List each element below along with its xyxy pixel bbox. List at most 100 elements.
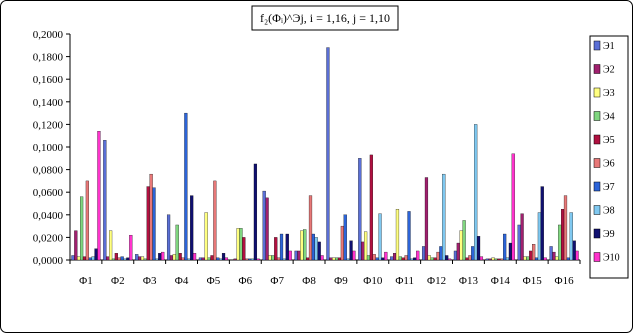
bar	[416, 250, 420, 261]
bar	[166, 214, 171, 261]
bar	[337, 257, 342, 261]
chart-title-box	[251, 5, 399, 31]
bar	[303, 229, 307, 261]
x-tick-label: Φ3	[143, 275, 157, 287]
bar	[149, 173, 153, 261]
legend-swatch	[593, 40, 601, 51]
bar	[436, 251, 440, 261]
bar	[485, 258, 489, 261]
bar	[219, 258, 223, 261]
bar	[572, 240, 576, 261]
x-tick-label: Φ4	[175, 275, 189, 287]
bar	[204, 212, 208, 261]
bar	[532, 244, 536, 261]
x-tick-label: Φ2	[111, 275, 125, 287]
bar	[511, 153, 515, 261]
bar	[253, 163, 258, 261]
bar	[250, 258, 255, 261]
bar	[97, 131, 101, 261]
bar	[282, 258, 286, 261]
bar	[120, 256, 124, 261]
bar	[395, 208, 400, 261]
bar	[210, 255, 214, 261]
x-tick-label: Φ5	[207, 275, 221, 287]
bar	[410, 258, 414, 261]
bar	[520, 213, 524, 261]
bar	[335, 257, 339, 261]
y-tick-label: 0,0400	[33, 210, 64, 222]
bar	[137, 256, 142, 261]
bar	[114, 253, 118, 261]
bar	[158, 253, 162, 261]
bar	[178, 253, 182, 261]
bar	[384, 251, 388, 261]
bar	[424, 177, 429, 261]
bar	[106, 256, 110, 261]
bar	[77, 256, 81, 261]
bar	[563, 195, 568, 261]
chart-title: f₂(Φᵢ)^Эj, i = 1,16, j = 1,10	[260, 11, 390, 25]
x-tick-label: Φ7	[270, 275, 284, 287]
bar	[184, 112, 188, 261]
bar	[172, 254, 176, 261]
bar	[430, 257, 434, 261]
bar	[465, 257, 469, 261]
bar	[471, 246, 475, 261]
legend-swatch	[593, 64, 601, 74]
x-tick-label: Φ8	[302, 275, 316, 287]
y-tick-label: 0,1400	[33, 97, 64, 109]
bar	[187, 258, 191, 261]
bar	[94, 248, 98, 261]
legend-swatch	[593, 205, 601, 215]
bar	[575, 250, 579, 261]
bar	[308, 195, 313, 261]
bar	[288, 250, 292, 261]
bar	[262, 190, 266, 261]
bar	[407, 211, 411, 261]
legend-label: Э7	[603, 182, 615, 193]
bar	[146, 186, 150, 261]
bar	[271, 255, 275, 261]
legend-label: Э4	[603, 112, 615, 123]
x-tick-label: Φ1	[79, 275, 93, 287]
bar	[111, 258, 116, 261]
y-tick-label: 0,0200	[33, 232, 64, 244]
bar	[129, 234, 133, 261]
bar	[378, 213, 382, 261]
legend-swatch	[593, 181, 601, 192]
bar	[421, 246, 426, 261]
legend-swatch	[593, 87, 601, 98]
bar	[366, 255, 371, 261]
bar	[453, 250, 458, 261]
x-tick-label: Φ10	[363, 275, 383, 287]
legend-label: Э1	[603, 41, 615, 52]
bar	[488, 258, 492, 261]
bar	[123, 258, 127, 261]
bar	[332, 257, 336, 261]
legend-swatch	[593, 111, 601, 121]
y-tick-label: 0,2000	[33, 29, 64, 41]
bar	[126, 257, 130, 261]
bar	[74, 230, 78, 261]
bar	[207, 257, 211, 261]
bar	[537, 212, 542, 261]
bar	[155, 258, 159, 261]
bar	[523, 256, 527, 261]
bar	[369, 154, 373, 261]
bar	[392, 253, 397, 261]
bar	[274, 237, 278, 261]
bar	[343, 214, 347, 261]
bar	[363, 231, 368, 261]
y-axis: 0,0000 0,0200 0,0400 0,0600 0,0800 0,1000 0,12…	[33, 29, 71, 267]
bars	[71, 47, 579, 261]
x-tick-label: Φ12	[427, 275, 446, 287]
chart-title-group: f₂(Φᵢ)^Эj, i = 1,16, j = 1,10	[251, 5, 399, 31]
bar	[236, 228, 240, 261]
bar	[135, 254, 139, 261]
bar	[311, 233, 315, 261]
bar	[497, 258, 501, 261]
bar	[317, 241, 321, 261]
bar	[239, 228, 243, 261]
bar	[213, 180, 217, 261]
